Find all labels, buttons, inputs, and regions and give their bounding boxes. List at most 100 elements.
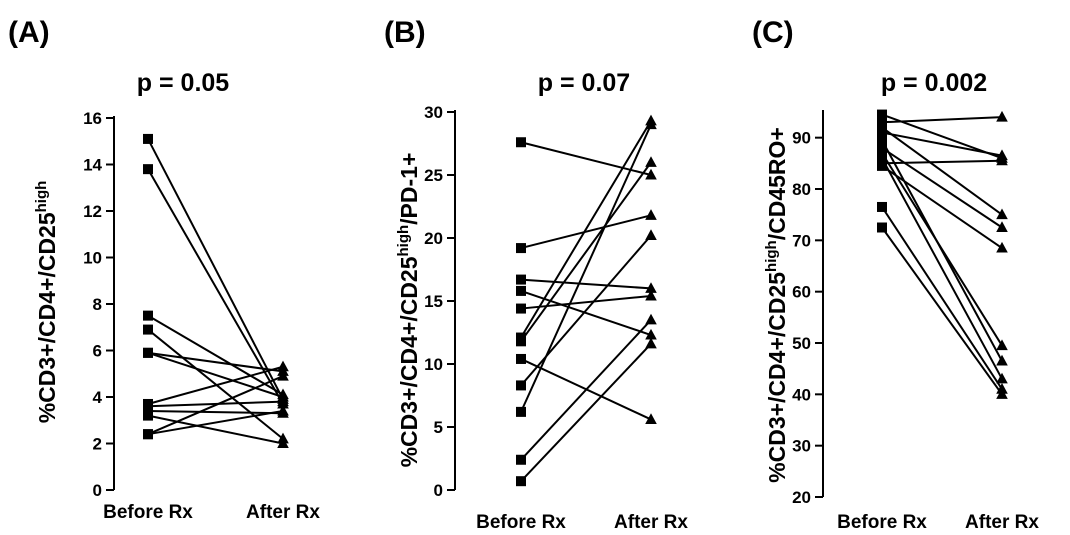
panel-b-after-marker xyxy=(645,413,657,424)
panel-b-subject-line xyxy=(520,120,652,339)
panel-a-y-tick-label: 0 xyxy=(93,481,102,500)
panel-a-subject-line xyxy=(147,351,284,373)
panel-b: (B) p = 0.07 %CD3+/CD4+/CD25high/PD-1+ 0… xyxy=(384,16,688,533)
panel-c-before-marker xyxy=(877,148,887,159)
panel-c-subject-line xyxy=(881,159,1003,165)
panel-b-data xyxy=(516,114,657,487)
panel-b-subject-line xyxy=(520,319,652,461)
panel-a-letter: (A) xyxy=(8,16,50,49)
panel-b-letter: (B) xyxy=(384,16,426,49)
panel-b-after-marker xyxy=(645,328,657,340)
panel-c-before-marker xyxy=(877,117,887,128)
panel-a-subject-line xyxy=(147,409,284,436)
panel-c-y-tick-label: 60 xyxy=(792,283,811,302)
panel-a-after-marker xyxy=(277,437,289,448)
panel-c-y-axis-label: %CD3+/CD4+/CD25high/CD45RO+ xyxy=(763,127,790,483)
panel-a-subject-line xyxy=(147,168,284,405)
panel-c-subject-line xyxy=(881,126,1003,216)
panel-b-y-axis-label: %CD3+/CD4+/CD25high/PD-1+ xyxy=(395,153,422,468)
panel-b-before-marker xyxy=(516,274,526,285)
panel-a-subject-line xyxy=(147,400,284,408)
panel-b-y-tick-label: 30 xyxy=(424,103,443,122)
panel-c-y-tick-label: 70 xyxy=(792,231,811,250)
panel-c-y-tick-label: 30 xyxy=(792,437,811,456)
panel-c: (C) p = 0.002 %CD3+/CD4+/CD25high/CD45RO… xyxy=(752,16,1039,533)
panel-b-after-marker xyxy=(645,209,657,220)
panel-b-subject-line xyxy=(520,161,652,342)
panel-b-before-marker xyxy=(516,303,526,314)
panel-a-x-category-label: Before Rx xyxy=(103,502,193,523)
panel-c-y-tick-label: 40 xyxy=(792,385,811,404)
panel-c-subject-line xyxy=(881,206,1003,390)
panel-a-y-tick-label: 16 xyxy=(83,109,102,128)
panel-c-after-marker xyxy=(996,208,1008,220)
panel-b-after-marker xyxy=(645,282,657,293)
panel-a-before-marker xyxy=(143,347,153,358)
panel-a-before-marker xyxy=(143,324,153,335)
panel-b-y-tick-label: 10 xyxy=(424,355,443,374)
panel-c-after-marker xyxy=(996,241,1008,253)
panel-b-y-tick-label: 15 xyxy=(424,292,443,311)
panel-b-p-value: p = 0.07 xyxy=(538,69,630,97)
panel-c-subject-line xyxy=(881,147,1003,229)
panel-b-before-marker xyxy=(516,336,526,347)
panel-a-y-tick-label: 2 xyxy=(93,435,102,454)
panel-c-x-category-label: Before Rx xyxy=(837,512,927,533)
panel-c-x-category-label: After Rx xyxy=(965,512,1039,533)
panel-b-before-marker xyxy=(516,353,526,364)
panel-a-y-tick-label: 6 xyxy=(93,342,102,361)
panel-b-y-tick-label: 0 xyxy=(434,481,443,500)
panel-c-before-marker xyxy=(877,142,887,153)
panel-b-y-tick-label: 25 xyxy=(424,166,443,185)
panel-c-subject-line xyxy=(881,131,1003,157)
panel-b-y-tick-label: 5 xyxy=(434,418,443,437)
panel-c-y-tick-label: 20 xyxy=(792,488,811,507)
panel-b-after-marker xyxy=(645,118,657,130)
panel-c-letter: (C) xyxy=(752,16,794,49)
panel-a-x-category-label: After Rx xyxy=(246,502,320,523)
panel-a-after-marker xyxy=(277,395,289,407)
panel-c-before-marker xyxy=(877,122,887,133)
panel-b-before-marker xyxy=(516,454,526,465)
panel-a-before-marker xyxy=(143,410,153,421)
panel-c-y-tick-label: 80 xyxy=(792,180,811,199)
panel-a-y-tick-label: 8 xyxy=(93,295,102,314)
panel-b-after-marker xyxy=(645,313,657,325)
panel-b-subject-line xyxy=(520,214,652,250)
panel-c-after-marker xyxy=(996,339,1008,351)
panel-b-before-marker xyxy=(516,406,526,417)
panel-a-p-value: p = 0.05 xyxy=(137,69,230,97)
panel-a-subject-line xyxy=(147,138,284,400)
panel-c-y-tick-label: 90 xyxy=(792,129,811,148)
panel-a: (A) p = 0.05 %CD3+/CD4+/CD25high 0 2 4 6 8 10… xyxy=(8,16,320,523)
panel-c-subject-line xyxy=(881,226,1003,395)
panel-c-after-marker xyxy=(996,388,1008,399)
panel-a-after-marker xyxy=(277,360,289,372)
panel-a-after-marker xyxy=(277,369,289,381)
panel-c-before-marker xyxy=(877,109,887,120)
panel-b-subject-line xyxy=(520,278,652,290)
panel-b-x-category-label: After Rx xyxy=(614,512,688,533)
panel-a-subject-line xyxy=(147,314,284,396)
panel-b-after-marker xyxy=(645,229,657,240)
panel-c-before-marker xyxy=(877,222,887,233)
panel-b-after-marker xyxy=(645,168,657,180)
panel-b-axes: 0 5 10 15 20 25 30 Before Rx After Rx xyxy=(424,103,688,533)
panel-a-after-marker xyxy=(277,404,289,416)
panel-c-after-marker xyxy=(996,372,1008,384)
panel-c-data xyxy=(877,109,1008,399)
panel-a-before-marker xyxy=(143,429,153,440)
panel-b-subject-line xyxy=(520,294,652,310)
panel-c-before-marker xyxy=(877,153,887,164)
panel-c-after-marker xyxy=(996,110,1008,122)
panel-c-axes: 20 30 40 50 60 70 80 90 Before Rx After Rx xyxy=(792,110,1039,533)
panel-a-before-marker xyxy=(143,310,153,321)
panel-a-y-tick-label: 4 xyxy=(93,388,103,407)
panel-c-subject-line xyxy=(881,157,1003,380)
panel-b-x-category-label: Before Rx xyxy=(476,512,566,533)
panel-b-after-marker xyxy=(645,337,657,349)
panel-b-subject-line xyxy=(520,124,652,413)
panel-a-before-marker xyxy=(143,133,153,144)
panel-c-subject-line xyxy=(881,116,1003,124)
panel-b-after-marker xyxy=(645,289,657,301)
